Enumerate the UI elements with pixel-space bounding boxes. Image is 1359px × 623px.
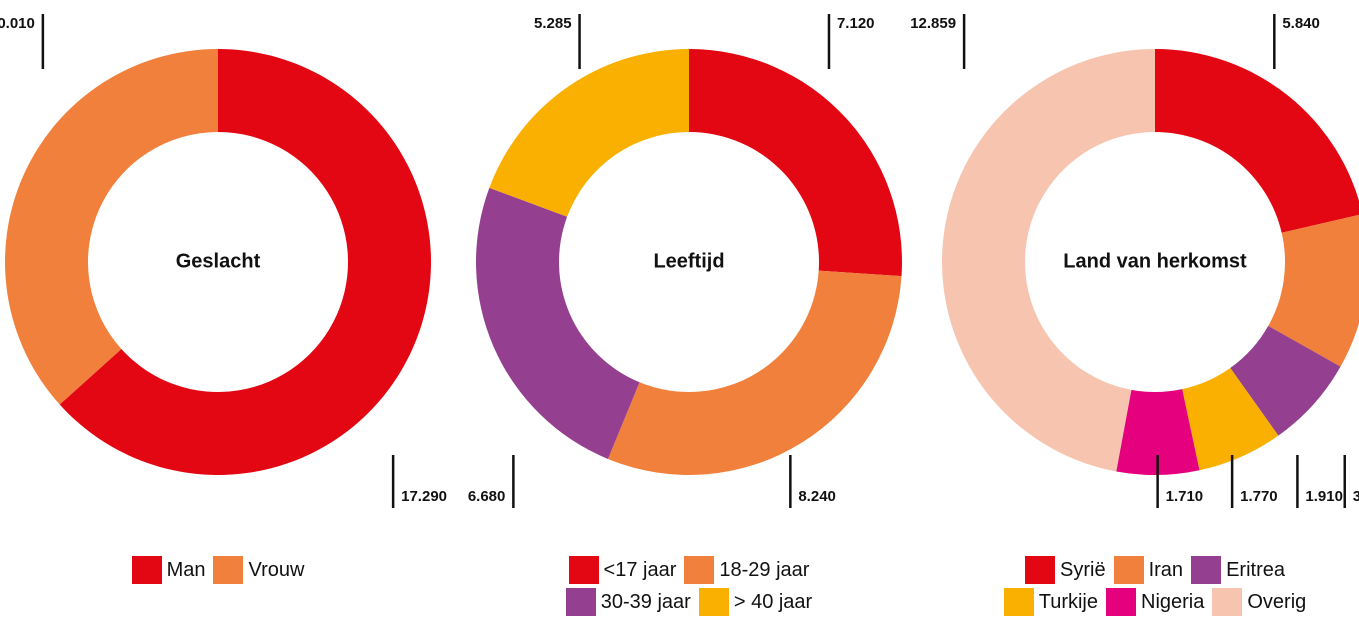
donut-slice [1116,389,1200,476]
legend-label: Eritrea [1226,558,1285,581]
legend-item: > 40 jaar [698,588,813,616]
value-label: 1.910 [1305,488,1343,505]
legend-item: Turkije [1003,588,1098,616]
value-label: 1.770 [1240,488,1278,505]
legend-label: Iran [1148,558,1184,581]
donut-slice [475,187,640,459]
donut-slice [489,49,689,217]
donut-slice [59,49,432,475]
value-label: 8.240 [798,488,836,505]
legend-label: Nigeria [1141,590,1205,613]
donut-slice [1230,325,1341,436]
legend-swatch [213,556,244,584]
legend-label: <17 jaar [603,558,677,581]
legend-swatch [1191,556,1222,584]
legend-label: 30-39 jaar [600,590,691,613]
legend-swatch [1025,556,1056,584]
donut-slice [1268,214,1359,367]
legend-swatch [565,588,596,616]
legend: Man Vrouw [38,556,398,584]
value-label: 5.285 [534,15,572,32]
legend-label: Turkije [1038,590,1098,613]
legend-item: Iran [1113,556,1184,584]
legend-label: Syrië [1060,558,1106,581]
legend-label: Man [166,558,206,581]
legend-item: Vrouw [213,556,304,584]
legend: Syrië Iran Eritrea Turkije Nigeria Overig [975,556,1335,616]
legend-swatch [568,556,599,584]
center-title: Leeftijd [653,250,724,272]
value-label: 5.840 [1282,15,1320,32]
value-label: 6.680 [468,488,506,505]
legend-item: 30-39 jaar [565,588,691,616]
legend-swatch [1106,588,1136,616]
legend-label: > 40 jaar [733,590,813,613]
center-title: Geslacht [176,250,261,272]
legend-swatch [1212,588,1243,616]
donut-slice [1155,49,1359,233]
legend-swatch [1113,556,1144,584]
legend-swatch [698,588,729,616]
legend-item: Syrië [1025,556,1106,584]
legend-item: <17 jaar [568,556,677,584]
value-label: 7.120 [837,15,875,32]
legend-label: Vrouw [248,558,305,581]
value-label: 1.710 [1166,488,1204,505]
center-title: Land van herkomst [1063,250,1247,272]
legend-swatch [131,556,162,584]
legend-item: Eritrea [1191,556,1285,584]
legend-label: Overig [1247,590,1307,613]
donut-slice [5,49,218,405]
donut-slice [1182,367,1279,471]
value-label: 17.290 [401,488,447,505]
legend-item: Overig [1212,588,1306,616]
donut-slice [689,49,903,277]
legend-item: 18-29 jaar [684,556,809,584]
value-label: 12.859 [910,15,956,32]
value-label: 3.220 [1353,488,1359,505]
donut-slice [607,270,902,475]
value-label: 10.010 [0,15,35,32]
legend-item: Man [131,556,206,584]
donut-slice [942,49,1155,472]
legend-label: 18-29 jaar [719,558,810,581]
legend-swatch [684,556,715,584]
legend-swatch [1003,588,1034,616]
legend-item: Nigeria [1106,588,1204,616]
legend: <17 jaar 18-29 jaar 30-39 jaar > 40 jaar [509,556,869,616]
